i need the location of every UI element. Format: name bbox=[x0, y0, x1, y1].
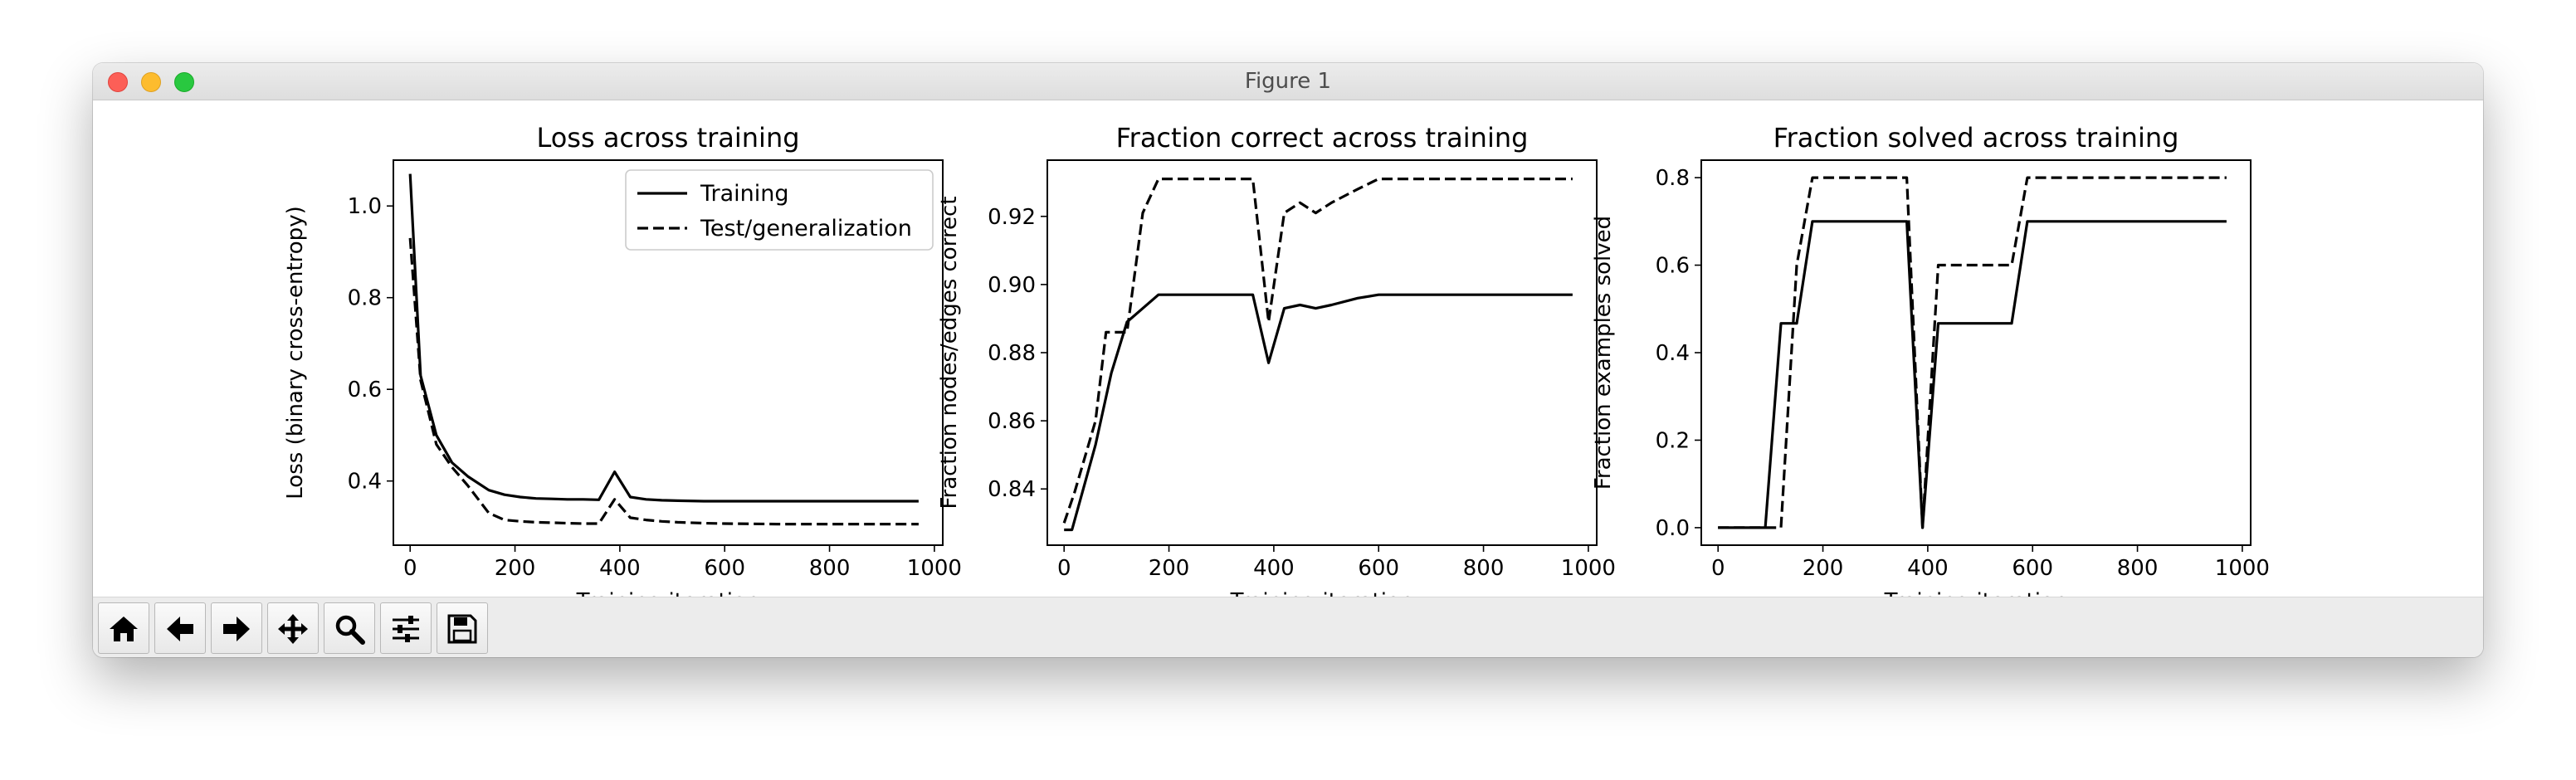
series-line-test bbox=[1718, 176, 2227, 529]
back-button[interactable] bbox=[154, 602, 206, 654]
figure-svg: Loss across training 0 200 400 600 800 1000 0.4… bbox=[283, 122, 2270, 597]
x-axis-label: Training iteration bbox=[1884, 589, 2068, 597]
figure-canvas[interactable]: Loss across training 0 200 400 600 800 1000 0.4… bbox=[93, 100, 2483, 597]
floppy-disk-icon bbox=[447, 614, 477, 644]
x-tick-label: 1000 bbox=[2215, 556, 2270, 581]
y-tick-label: 0.4 bbox=[348, 470, 382, 495]
y-tick-label: 0.6 bbox=[1656, 254, 1690, 279]
x-tick-label: 800 bbox=[1463, 556, 1505, 581]
y-tick-label: 0.2 bbox=[1656, 428, 1690, 453]
x-tick-label: 600 bbox=[1358, 556, 1399, 581]
sliders-icon bbox=[393, 616, 419, 642]
arrow-left-icon bbox=[167, 617, 193, 641]
y-tick-label: 0.0 bbox=[1656, 516, 1690, 541]
x-axis-label: Training iteration bbox=[1230, 589, 1414, 597]
home-button[interactable] bbox=[98, 602, 149, 654]
axes-frame bbox=[1046, 159, 1598, 546]
y-tick-label: 0.86 bbox=[988, 409, 1036, 434]
maximize-window-button[interactable] bbox=[174, 72, 194, 92]
chart-title: Fraction correct across training bbox=[1116, 122, 1529, 154]
close-window-button[interactable] bbox=[108, 72, 128, 92]
y-tick-label: 0.6 bbox=[348, 378, 382, 402]
window-title: Figure 1 bbox=[1244, 69, 1332, 94]
x-tick-label: 600 bbox=[704, 556, 745, 581]
x-tick-label: 200 bbox=[1149, 556, 1190, 581]
x-tick-label: 400 bbox=[599, 556, 641, 581]
x-tick-label: 600 bbox=[2012, 556, 2053, 581]
y-tick-label: 0.4 bbox=[1656, 341, 1690, 366]
chart-title: Loss across training bbox=[536, 122, 799, 154]
save-button[interactable] bbox=[437, 602, 488, 654]
zoom-button[interactable] bbox=[324, 602, 375, 654]
y-tick-label: 0.8 bbox=[1656, 166, 1690, 191]
x-tick-label: 1000 bbox=[907, 556, 962, 581]
series-line-test bbox=[408, 237, 919, 526]
x-tick-label: 400 bbox=[1907, 556, 1949, 581]
y-tick-label: 1.0 bbox=[348, 194, 382, 219]
figure-window: Figure 1 Loss across training 0 200 400 600 8… bbox=[93, 63, 2483, 657]
x-tick-label: 800 bbox=[2117, 556, 2159, 581]
y-axis-label: Fraction nodes/edges correct bbox=[937, 196, 962, 509]
series-line-training bbox=[1718, 220, 2227, 529]
x-tick-label: 400 bbox=[1253, 556, 1295, 581]
forward-button[interactable] bbox=[211, 602, 262, 654]
home-icon bbox=[110, 617, 138, 641]
y-tick-label: 0.8 bbox=[348, 286, 382, 311]
magnifier-icon bbox=[335, 615, 365, 645]
legend-entry-training: Training bbox=[700, 181, 789, 207]
configure-subplots-button[interactable] bbox=[380, 602, 432, 654]
y-tick-label: 0.92 bbox=[988, 205, 1036, 230]
window-titlebar: Figure 1 bbox=[93, 63, 2483, 100]
x-tick-label: 0 bbox=[1057, 556, 1071, 581]
minimize-window-button[interactable] bbox=[141, 72, 161, 92]
y-axis-label: Fraction examples solved bbox=[1591, 216, 1616, 490]
x-tick-label: 0 bbox=[403, 556, 417, 581]
x-axis-label: Training iteration bbox=[576, 589, 760, 597]
move-icon bbox=[278, 614, 308, 644]
x-tick-label: 800 bbox=[809, 556, 851, 581]
legend-entry-test: Test/generalization bbox=[700, 216, 912, 241]
y-tick-label: 0.84 bbox=[988, 477, 1036, 502]
y-axis-label: Loss (binary cross-entropy) bbox=[283, 206, 308, 499]
series-line-training bbox=[1064, 293, 1573, 532]
x-tick-label: 200 bbox=[1803, 556, 1844, 581]
y-tick-label: 0.90 bbox=[988, 273, 1036, 298]
pan-button[interactable] bbox=[267, 602, 319, 654]
x-tick-label: 200 bbox=[495, 556, 536, 581]
x-tick-label: 0 bbox=[1711, 556, 1725, 581]
series-line-training bbox=[408, 173, 919, 503]
navigation-toolbar bbox=[93, 597, 2483, 657]
chart-title: Fraction solved across training bbox=[1773, 122, 2179, 154]
x-tick-label: 1000 bbox=[1561, 556, 1616, 581]
legend-box bbox=[625, 169, 934, 251]
arrow-right-icon bbox=[223, 617, 250, 641]
axes-frame bbox=[393, 159, 944, 546]
series-line-test bbox=[1062, 177, 1573, 524]
y-tick-label: 0.88 bbox=[988, 341, 1036, 366]
